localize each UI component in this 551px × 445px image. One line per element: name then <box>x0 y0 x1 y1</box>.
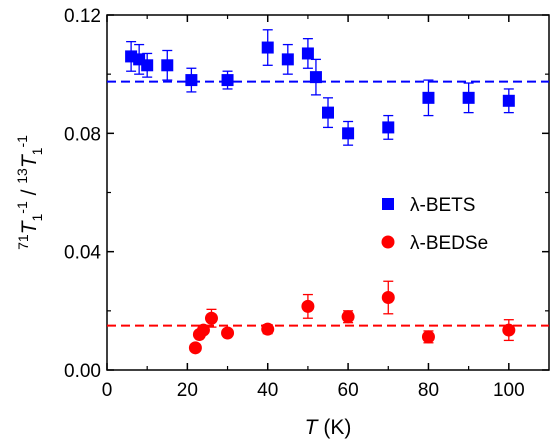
circle-marker <box>261 322 275 336</box>
x-axis-title: T (K) <box>305 416 352 439</box>
square-marker <box>422 91 435 104</box>
data-point <box>141 52 154 78</box>
data-point <box>301 38 314 69</box>
data-point <box>381 280 395 315</box>
circle-marker <box>301 299 315 313</box>
square-marker <box>161 59 174 72</box>
data-point <box>221 70 234 90</box>
square-marker <box>301 47 314 60</box>
legend: λ-BETS λ-BEDSe <box>381 195 488 254</box>
y-title-sub-1a: 1 <box>29 214 45 222</box>
circle-marker <box>341 310 355 324</box>
square-marker <box>382 121 395 134</box>
data-point <box>309 58 322 96</box>
x-axis-title-variable: T <box>305 416 320 439</box>
legend-item: λ-BETS <box>382 195 475 216</box>
data-point <box>322 97 334 129</box>
square-marker <box>141 59 154 72</box>
data-point <box>341 310 355 324</box>
data-point <box>342 120 355 146</box>
x-tick-label: 20 <box>177 380 198 401</box>
data-point <box>196 323 210 337</box>
circle-marker <box>204 311 218 325</box>
square-marker <box>261 41 274 54</box>
x-tick-label: 80 <box>418 380 439 401</box>
data-point <box>261 322 275 336</box>
square-marker <box>462 91 475 104</box>
y-title-sup-13: 13 <box>14 168 30 184</box>
data-point <box>421 330 435 344</box>
fit-lines <box>107 80 549 327</box>
circle-marker <box>421 330 435 344</box>
data-point <box>462 82 475 114</box>
data-point <box>422 79 435 117</box>
square-marker <box>281 53 294 66</box>
square-marker <box>342 127 355 140</box>
square-marker <box>502 94 515 107</box>
circle-marker <box>221 326 235 340</box>
y-tick-label: 0.00 <box>64 361 101 382</box>
x-tick-label: 40 <box>257 380 278 401</box>
data-point <box>204 308 218 328</box>
legend-item: λ-BEDSe <box>381 233 488 254</box>
axes: 0 20 40 60 80 100 0.00 0.04 0.08 0.12 <box>64 6 550 401</box>
y-title-sub-1b: 1 <box>29 147 45 155</box>
data-point <box>502 88 515 114</box>
data-point <box>301 293 315 319</box>
square-marker <box>185 74 198 87</box>
data-point <box>221 326 235 340</box>
square-marker <box>309 71 322 84</box>
legend-circle-marker <box>381 235 395 249</box>
legend-label: λ-BEDSe <box>410 233 488 254</box>
y-title-sup-minus1a: -1 <box>14 201 30 214</box>
legend-square-marker <box>382 198 394 210</box>
data-point <box>281 43 294 75</box>
circle-marker <box>381 291 395 305</box>
y-tick-label: 0.12 <box>64 6 101 27</box>
y-tick-label: 0.04 <box>64 243 101 264</box>
circle-marker <box>502 323 516 337</box>
data-point <box>185 67 198 93</box>
square-marker <box>221 74 234 87</box>
y-axis-title: 71T1-1 / 13T1-1 <box>14 135 45 250</box>
data-point <box>382 114 395 140</box>
data-point <box>261 29 274 66</box>
x-tick-label: 0 <box>102 380 113 401</box>
square-marker <box>322 106 334 119</box>
x-tick-label: 100 <box>493 380 525 401</box>
y-title-sup-minus1b: -1 <box>14 135 30 148</box>
data-points <box>125 29 516 355</box>
data-point <box>502 319 516 342</box>
circle-marker <box>196 323 210 337</box>
y-title-t-numerator: T <box>18 219 41 234</box>
circle-marker <box>188 341 202 355</box>
y-title-slash: / <box>18 184 41 202</box>
plot-frame <box>106 14 550 371</box>
data-point <box>161 49 174 81</box>
y-title-sup-71: 71 <box>15 234 31 250</box>
y-title-t-denominator: T <box>18 153 41 168</box>
x-axis-title-unit: (K) <box>318 416 352 439</box>
data-point <box>188 341 202 355</box>
y-tick-label: 0.08 <box>64 124 101 145</box>
x-tick-label: 60 <box>338 380 359 401</box>
legend-label: λ-BETS <box>410 195 475 216</box>
